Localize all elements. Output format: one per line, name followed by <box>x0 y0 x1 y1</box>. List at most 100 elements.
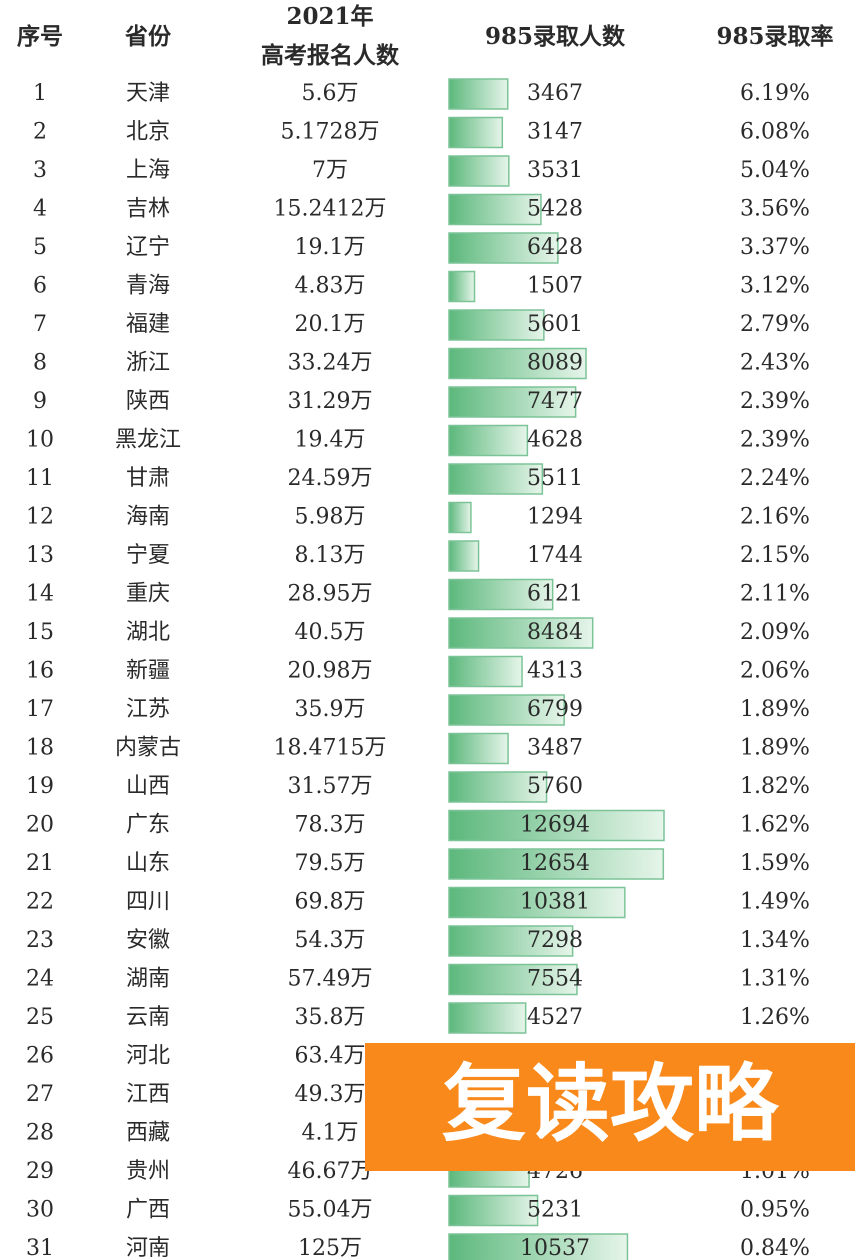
rate-cell: 0.95% <box>740 1198 810 1223</box>
province-cell: 吉林 <box>126 197 170 222</box>
overlay-text: 复读攻略 <box>442 1055 780 1153</box>
rate-cell: 1.26% <box>740 1005 810 1030</box>
count-cell: 6121 <box>527 582 583 607</box>
province-cell: 湖北 <box>126 620 170 645</box>
count-cell: 6799 <box>527 697 583 722</box>
header-cell: 985录取率 <box>716 23 833 50</box>
count-cell: 1744 <box>527 543 583 568</box>
province-cell: 海南 <box>126 505 170 530</box>
index-cell: 3 <box>33 158 47 183</box>
index-cell: 20 <box>26 813 54 838</box>
header-cell: 序号 <box>17 23 63 50</box>
registration-cell: 35.8万 <box>295 1005 366 1030</box>
rate-cell: 6.19% <box>740 81 810 106</box>
index-cell: 9 <box>33 389 47 414</box>
registration-cell: 19.4万 <box>295 428 366 453</box>
rate-cell: 2.06% <box>740 659 810 684</box>
registration-cell: 31.29万 <box>288 389 373 414</box>
count-cell: 5428 <box>527 197 583 222</box>
count-bar <box>448 732 509 765</box>
rate-cell: 1.31% <box>740 967 810 992</box>
province-cell: 内蒙古 <box>115 736 181 761</box>
count-bar <box>448 1194 539 1227</box>
count-bar <box>448 78 509 110</box>
count-bar <box>448 386 577 418</box>
index-cell: 12 <box>26 505 54 530</box>
index-cell: 28 <box>26 1121 54 1146</box>
registration-cell: 63.4万 <box>295 1044 366 1069</box>
rate-cell: 2.16% <box>740 505 810 530</box>
registration-cell: 49.3万 <box>295 1082 366 1107</box>
province-cell: 山西 <box>126 774 170 799</box>
registration-cell: 55.04万 <box>288 1198 373 1223</box>
province-cell: 天津 <box>126 81 170 106</box>
count-bar <box>448 193 542 226</box>
count-cell: 8089 <box>527 351 583 376</box>
index-cell: 22 <box>26 890 54 915</box>
rate-cell: 2.43% <box>740 351 810 376</box>
province-cell: 黑龙江 <box>115 428 181 453</box>
province-cell: 宁夏 <box>126 543 170 568</box>
count-cell: 10381 <box>520 890 590 915</box>
index-cell: 11 <box>26 466 54 491</box>
count-cell: 1294 <box>527 505 583 530</box>
registration-cell: 57.49万 <box>288 967 373 992</box>
count-cell: 4527 <box>527 1005 583 1030</box>
registration-cell: 24.59万 <box>288 466 373 491</box>
count-bar <box>448 347 587 380</box>
province-cell: 上海 <box>126 158 170 183</box>
index-cell: 24 <box>26 967 54 992</box>
count-cell: 3147 <box>527 120 583 145</box>
province-cell: 四川 <box>126 890 170 915</box>
province-cell: 辽宁 <box>126 235 170 260</box>
rate-cell: 1.62% <box>740 813 810 838</box>
rate-cell: 2.24% <box>740 466 810 491</box>
province-cell: 新疆 <box>126 659 170 684</box>
rate-cell: 2.39% <box>740 389 810 414</box>
registration-cell: 78.3万 <box>295 813 366 838</box>
registration-cell: 5.6万 <box>302 81 359 106</box>
index-cell: 13 <box>26 543 54 568</box>
count-cell: 5511 <box>527 466 583 491</box>
count-bar <box>448 963 578 996</box>
registration-cell: 20.1万 <box>295 312 366 337</box>
province-cell: 云南 <box>126 1005 170 1030</box>
count-bar <box>448 694 565 726</box>
index-cell: 26 <box>26 1044 54 1069</box>
count-bar <box>448 424 529 457</box>
registration-cell: 15.2412万 <box>274 197 387 222</box>
index-cell: 21 <box>26 851 54 876</box>
rate-cell: 3.56% <box>740 197 810 222</box>
rate-cell: 2.11% <box>740 582 810 607</box>
index-cell: 1 <box>33 81 47 106</box>
index-cell: 2 <box>33 120 47 145</box>
count-cell: 4313 <box>527 659 583 684</box>
province-cell: 安徽 <box>126 928 170 953</box>
count-bar <box>448 155 510 187</box>
rate-cell: 2.09% <box>740 620 810 645</box>
count-bar <box>448 809 665 842</box>
registration-cell: 5.98万 <box>295 505 366 530</box>
province-cell: 北京 <box>126 120 170 145</box>
header-cell: 高考报名人数 <box>261 42 400 69</box>
count-cell: 7298 <box>527 928 583 953</box>
count-cell: 3487 <box>527 736 583 761</box>
index-cell: 27 <box>26 1082 54 1107</box>
index-cell: 7 <box>33 312 47 337</box>
registration-cell: 46.67万 <box>288 1159 373 1184</box>
count-cell: 5231 <box>527 1198 583 1223</box>
rate-cell: 2.39% <box>740 428 810 453</box>
count-bar <box>448 617 594 649</box>
registration-cell: 4.83万 <box>295 274 366 299</box>
province-cell: 山东 <box>126 851 170 876</box>
province-cell: 河北 <box>126 1044 170 1069</box>
count-bar <box>448 848 665 880</box>
header-cell: 省份 <box>124 23 172 50</box>
count-bar <box>448 501 472 534</box>
registration-cell: 5.1728万 <box>281 120 380 145</box>
province-cell: 江苏 <box>126 697 170 722</box>
count-bar <box>448 116 504 149</box>
overlay-banner <box>365 1043 855 1171</box>
rate-cell: 2.15% <box>740 543 810 568</box>
